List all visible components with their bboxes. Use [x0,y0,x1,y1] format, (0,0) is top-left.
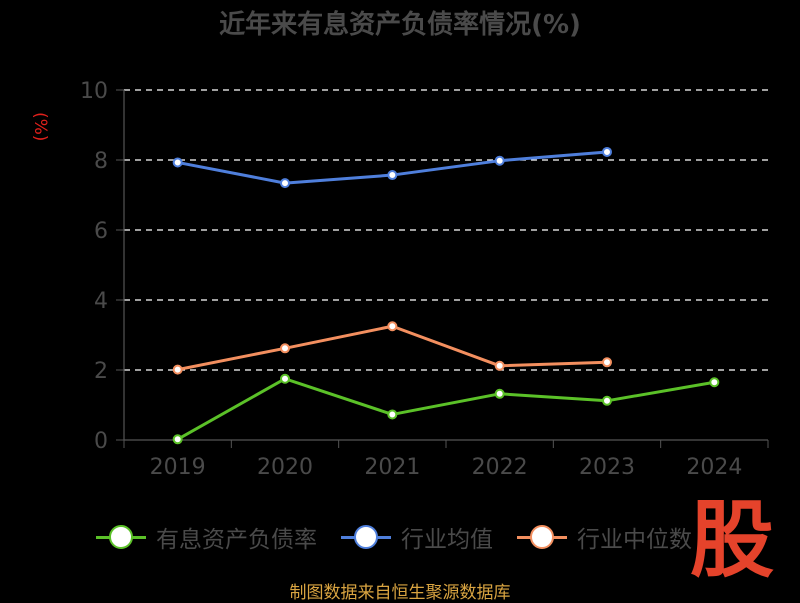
legend-label: 行业均值 [401,527,493,553]
data-point-series-1 [494,155,505,166]
data-point-series-2 [280,343,290,354]
y-tick-label: 4 [94,289,108,314]
data-point-series-2 [172,364,183,375]
x-tick-label: 2024 [686,455,742,480]
data-point-series-0 [602,395,612,406]
data-source-note: 制图数据来自恒生聚源数据库 [289,583,511,603]
chart-legend: 有息资产负债率 行业均值 行业中位数 [96,520,716,554]
y-tick-label: 10 [80,79,108,104]
legend-swatch-series-1 [341,525,391,549]
data-point-series-0 [709,377,720,388]
data-point-series-0 [387,409,398,420]
x-tick-label: 2021 [364,455,420,480]
data-point-series-1 [172,157,183,168]
x-tick-label: 2019 [150,455,206,480]
y-tick-label: 0 [94,429,108,454]
legend-item-series-2[interactable]: 行业中位数 [517,520,692,554]
watermark-logo: 股 [690,491,775,589]
y-tick-label: 2 [94,359,108,384]
data-point-series-0 [494,388,505,399]
series-line-0 [176,377,715,441]
data-point-series-1 [280,178,290,189]
data-point-series-1 [602,146,612,157]
legend-dot [530,525,554,549]
legend-item-series-0[interactable]: 有息资产负债率 [96,520,317,554]
legend-label: 行业中位数 [577,527,692,553]
x-tick-label: 2022 [472,455,528,480]
data-point-series-2 [387,321,398,332]
y-tick-label: 8 [94,149,108,174]
series-line-2 [177,324,608,372]
legend-swatch-series-0 [96,525,146,549]
data-point-series-2 [494,360,505,371]
legend-label: 有息资产负债率 [156,527,317,553]
data-point-series-1 [387,170,398,181]
legend-dot [109,525,133,549]
chart-title: 近年来有息资产负债率情况(%) [219,10,581,40]
x-tick-label: 2023 [579,455,635,480]
data-point-series-0 [172,434,183,445]
x-tick-label: 2020 [257,455,313,480]
data-point-series-2 [602,357,612,368]
data-point-series-0 [280,373,290,384]
y-tick-label: 6 [94,219,108,244]
legend-dot [354,525,378,549]
legend-item-series-1[interactable]: 行业均值 [341,520,493,554]
legend-swatch-series-2 [517,525,567,549]
